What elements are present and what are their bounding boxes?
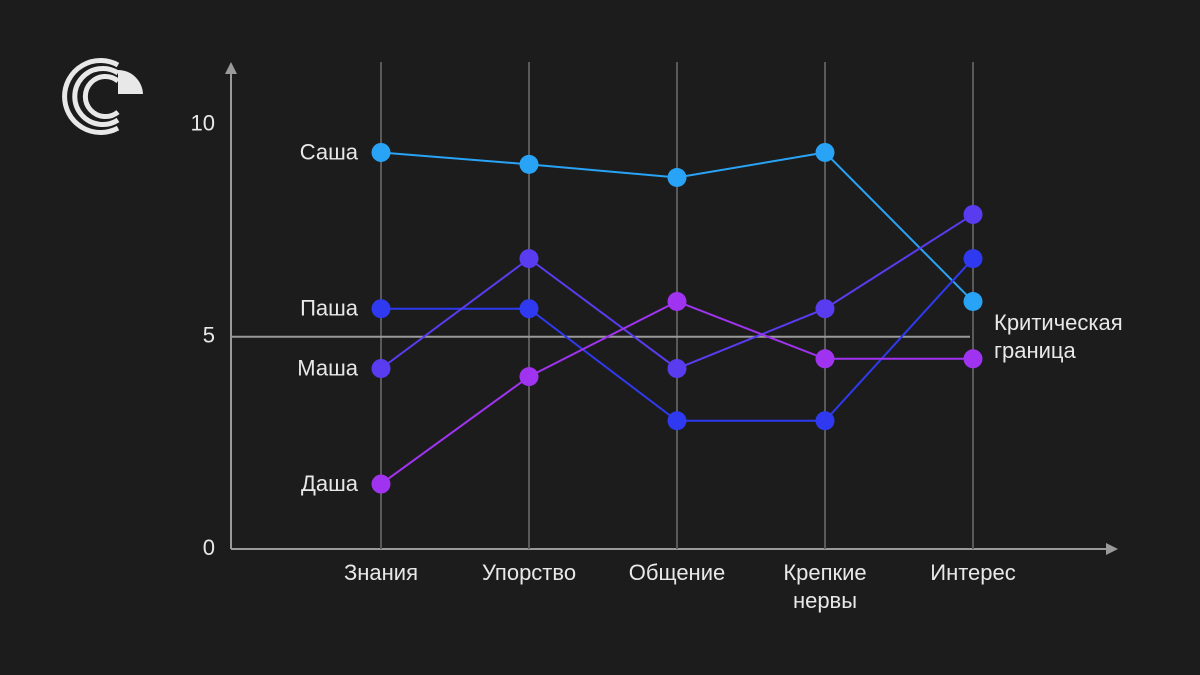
data-point xyxy=(963,291,983,311)
series-label: Паша xyxy=(300,296,359,321)
data-point xyxy=(519,367,539,387)
series-label: Даша xyxy=(301,471,359,496)
data-point xyxy=(371,299,391,319)
x-tick-label: Упорство xyxy=(481,560,577,585)
data-point xyxy=(519,249,539,269)
data-point xyxy=(371,359,391,379)
data-point xyxy=(519,154,539,174)
logo xyxy=(62,58,143,135)
data-point xyxy=(963,249,983,269)
y-tick-label: 10 xyxy=(191,110,215,135)
data-point xyxy=(667,168,687,188)
data-point xyxy=(815,142,835,162)
x-tick-label: Крепкие нервы xyxy=(783,560,867,613)
data-point xyxy=(815,411,835,431)
data-point xyxy=(371,474,391,494)
data-point xyxy=(667,411,687,431)
threshold-label: Критическая граница xyxy=(994,309,1123,363)
data-point xyxy=(963,349,983,369)
x-tick-label: Знания xyxy=(343,560,419,585)
x-tick-label: Общение xyxy=(628,560,726,585)
y-tick-label: 5 xyxy=(203,323,215,348)
data-point xyxy=(371,142,391,162)
data-point xyxy=(815,349,835,369)
data-point xyxy=(815,299,835,319)
y-axis-arrow xyxy=(225,62,237,74)
x-axis-arrow xyxy=(1106,543,1118,555)
series-label: Саша xyxy=(300,139,359,164)
data-point xyxy=(519,299,539,319)
data-point xyxy=(667,359,687,379)
data-point xyxy=(667,291,687,311)
y-tick-label: 0 xyxy=(203,535,215,560)
data-point xyxy=(963,204,983,224)
series-label: Маша xyxy=(297,355,358,380)
x-tick-label: Интерес xyxy=(930,560,1016,585)
